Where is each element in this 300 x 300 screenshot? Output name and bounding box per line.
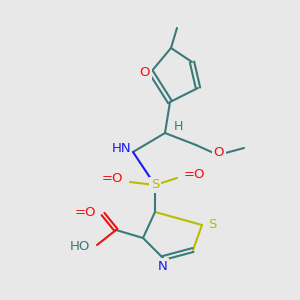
Text: S: S [151, 178, 159, 191]
Text: O: O [214, 146, 224, 158]
Text: O: O [140, 65, 150, 79]
Text: =O: =O [184, 169, 206, 182]
Text: S: S [208, 218, 216, 232]
Text: =O: =O [101, 172, 123, 185]
Text: N: N [158, 260, 168, 272]
Text: =O: =O [74, 206, 96, 218]
Text: HO: HO [70, 241, 90, 254]
Text: HN: HN [111, 142, 131, 155]
Text: H: H [173, 119, 183, 133]
